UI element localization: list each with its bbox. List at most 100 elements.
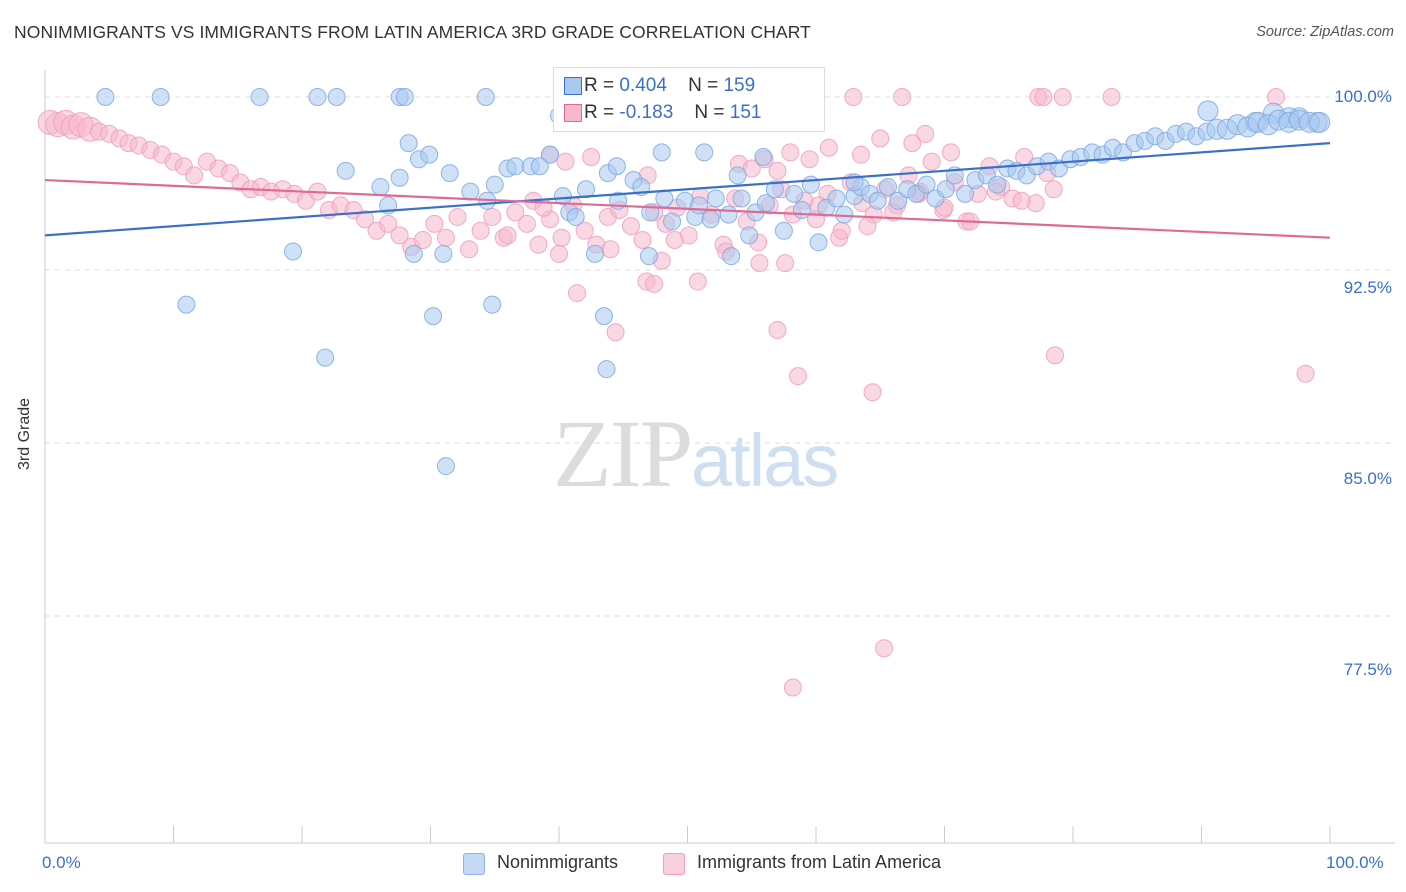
legend-swatch-nonimmigrants	[463, 853, 485, 875]
data-point	[390, 168, 409, 187]
data-point	[819, 138, 838, 157]
data-point	[553, 187, 572, 206]
data-point	[750, 254, 769, 273]
data-point	[483, 295, 502, 314]
data-point	[425, 214, 444, 233]
data-point	[420, 145, 439, 164]
data-point	[576, 180, 595, 199]
data-point	[336, 161, 355, 180]
data-point	[1296, 364, 1315, 383]
data-point	[858, 217, 877, 236]
data-point	[1267, 88, 1286, 106]
data-point	[436, 228, 455, 247]
watermark: ZIPatlas	[553, 398, 839, 509]
data-point	[440, 164, 459, 183]
data-point	[871, 129, 890, 148]
data-point	[800, 150, 819, 169]
data-point	[582, 147, 601, 166]
data-point	[448, 207, 467, 226]
series-immigrants-latin-america	[37, 88, 1315, 697]
data-point	[827, 189, 846, 208]
y-tick-label: 100.0%	[1334, 87, 1392, 106]
data-point	[792, 201, 811, 220]
data-point	[471, 221, 490, 240]
data-point	[529, 235, 548, 254]
data-point	[988, 175, 1007, 194]
data-point	[1197, 100, 1219, 122]
data-point	[606, 323, 625, 342]
data-point	[783, 678, 802, 697]
data-point	[878, 177, 897, 196]
data-point	[1034, 88, 1053, 106]
data-point	[922, 152, 941, 171]
y-tick-label: 92.5%	[1343, 278, 1392, 297]
data-point	[851, 145, 870, 164]
data-point	[917, 175, 936, 194]
legend-row-immigrants: R = -0.183 N = 151	[564, 102, 762, 126]
data-point	[96, 88, 115, 106]
data-point	[844, 88, 863, 106]
chart-title: NONIMMIGRANTS VS IMMIGRANTS FROM LATIN A…	[14, 22, 811, 42]
data-point	[916, 124, 935, 143]
data-point	[809, 233, 828, 252]
data-point	[552, 228, 571, 247]
data-point	[719, 205, 738, 224]
data-point	[665, 231, 684, 250]
x-tick-label: 100.0%	[1326, 853, 1384, 872]
data-point	[645, 274, 664, 293]
data-point	[768, 320, 787, 339]
data-point	[801, 175, 820, 194]
data-point	[732, 189, 751, 208]
correlation-legend: R = 0.404 N = 159 R = -0.183 N = 151	[553, 67, 825, 132]
data-point	[893, 88, 912, 106]
legend-swatch-immigrants	[663, 853, 685, 875]
data-point	[690, 196, 709, 215]
data-point	[789, 367, 808, 386]
data-point	[371, 177, 390, 196]
data-point	[740, 226, 759, 245]
data-point	[476, 88, 495, 106]
data-point	[284, 242, 303, 261]
data-point	[701, 210, 720, 229]
data-point	[567, 284, 586, 303]
data-point	[594, 307, 613, 326]
data-point	[688, 272, 707, 291]
data-point	[776, 254, 795, 273]
data-point	[498, 226, 517, 245]
data-point	[436, 457, 455, 476]
data-point	[506, 157, 525, 176]
y-tick-label: 85.0%	[1343, 469, 1392, 488]
data-point	[875, 639, 894, 658]
data-point	[607, 157, 626, 176]
data-point	[728, 166, 747, 185]
series-legend: Nonimmigrants Immigrants from Latin Amer…	[0, 852, 1406, 878]
data-point	[832, 221, 851, 240]
data-point	[399, 134, 418, 153]
n-label: N =	[694, 102, 725, 123]
data-point	[1053, 88, 1072, 106]
n-value: 151	[729, 102, 762, 123]
data-point	[185, 166, 204, 185]
data-point	[250, 88, 269, 106]
data-point	[652, 143, 671, 162]
data-point	[765, 180, 784, 199]
legend-label: Nonimmigrants	[497, 852, 619, 872]
data-point	[308, 88, 327, 106]
data-point	[541, 145, 560, 164]
data-point	[639, 247, 658, 266]
legend-label: Immigrants from Latin America	[697, 852, 942, 872]
data-point	[695, 143, 714, 162]
data-point	[663, 212, 682, 231]
legend-swatch-pink	[564, 104, 582, 122]
data-point	[395, 88, 414, 106]
data-point	[355, 210, 374, 229]
legend-item-immigrants: Immigrants from Latin America	[663, 852, 942, 875]
data-point	[863, 383, 882, 402]
series-nonimmigrants	[96, 88, 1331, 476]
data-point	[483, 207, 502, 226]
data-point	[941, 143, 960, 162]
y-tick-label: 77.5%	[1343, 660, 1392, 679]
data-point	[517, 214, 536, 233]
data-point	[774, 221, 793, 240]
n-value: 159	[723, 75, 756, 96]
